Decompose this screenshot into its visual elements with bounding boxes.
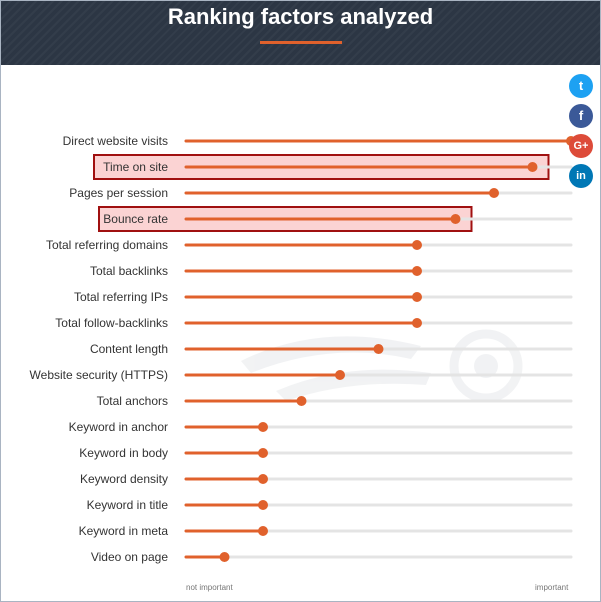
label-video-on-page: Video on page xyxy=(91,550,169,564)
row-total-backlinks: Total backlinks xyxy=(90,264,573,278)
header-pattern xyxy=(1,1,600,65)
facebook-icon: f xyxy=(578,108,584,123)
label-pages-per-session: Pages per session xyxy=(69,186,168,200)
row-content-length: Content length xyxy=(90,342,573,356)
row-website-security-https: Website security (HTTPS) xyxy=(30,368,573,382)
row-keyword-in-body: Keyword in body xyxy=(79,446,573,460)
row-pages-per-session: Pages per session xyxy=(69,186,573,200)
label-time-on-site: Time on site xyxy=(103,160,168,174)
watermark-logo xyxy=(241,329,523,403)
row-total-referring-domains: Total referring domains xyxy=(46,238,573,252)
point-keyword-in-anchor xyxy=(258,422,268,432)
point-keyword-in-title xyxy=(258,500,268,510)
twitter-icon: t xyxy=(578,78,584,93)
point-total-anchors xyxy=(296,396,307,406)
row-bounce-rate: Bounce rate xyxy=(103,212,573,226)
label-bounce-rate: Bounce rate xyxy=(103,212,168,226)
axis-min-label: not important xyxy=(186,583,233,592)
point-keyword-in-meta xyxy=(258,526,268,536)
row-direct-website-visits: Direct website visits xyxy=(63,134,576,148)
row-keyword-in-title: Keyword in title xyxy=(87,498,573,512)
title-underline xyxy=(260,41,342,44)
row-video-on-page: Video on page xyxy=(91,550,573,564)
point-total-backlinks xyxy=(412,266,422,276)
point-bounce-rate xyxy=(450,214,461,224)
row-keyword-in-meta: Keyword in meta xyxy=(79,524,573,538)
label-keyword-in-body: Keyword in body xyxy=(79,446,168,460)
label-total-anchors: Total anchors xyxy=(97,394,168,408)
google-plus-icon: G+ xyxy=(573,140,589,152)
row-total-referring-ips: Total referring IPs xyxy=(74,290,573,304)
twitter-share-button[interactable]: t xyxy=(569,74,593,98)
point-keyword-in-body xyxy=(258,448,268,458)
row-total-anchors: Total anchors xyxy=(97,394,573,408)
label-keyword-in-title: Keyword in title xyxy=(87,498,169,512)
label-keyword-density: Keyword density xyxy=(80,472,168,486)
linkedin-icon: in xyxy=(576,170,586,182)
label-direct-website-visits: Direct website visits xyxy=(63,134,168,148)
label-keyword-in-anchor: Keyword in anchor xyxy=(69,420,168,434)
point-total-referring-ips xyxy=(412,292,422,302)
point-keyword-density xyxy=(258,474,268,484)
row-total-follow-backlinks: Total follow-backlinks xyxy=(55,316,573,330)
point-time-on-site xyxy=(527,162,538,172)
point-total-follow-backlinks xyxy=(412,318,422,328)
axis-max-label: important xyxy=(535,583,569,592)
google-plus-share-button[interactable]: G+ xyxy=(569,134,593,158)
row-keyword-density: Keyword density xyxy=(80,472,573,486)
label-content-length: Content length xyxy=(90,342,168,356)
label-total-backlinks: Total backlinks xyxy=(90,264,168,278)
label-total-follow-backlinks: Total follow-backlinks xyxy=(55,316,168,330)
point-content-length xyxy=(373,344,384,354)
label-total-referring-ips: Total referring IPs xyxy=(74,290,168,304)
row-time-on-site: Time on site xyxy=(103,160,573,174)
label-total-referring-domains: Total referring domains xyxy=(46,238,168,252)
facebook-share-button[interactable]: f xyxy=(569,104,593,128)
linkedin-share-button[interactable]: in xyxy=(569,164,593,188)
page-title: Ranking factors analyzed xyxy=(167,4,434,29)
point-pages-per-session xyxy=(489,188,499,198)
label-keyword-in-meta: Keyword in meta xyxy=(79,524,169,538)
point-video-on-page xyxy=(219,552,230,562)
row-keyword-in-anchor: Keyword in anchor xyxy=(69,420,573,434)
label-website-security-https: Website security (HTTPS) xyxy=(30,368,168,382)
header-banner: Ranking factors analyzed xyxy=(1,1,600,65)
point-website-security-https xyxy=(335,370,345,380)
point-total-referring-domains xyxy=(412,240,422,250)
